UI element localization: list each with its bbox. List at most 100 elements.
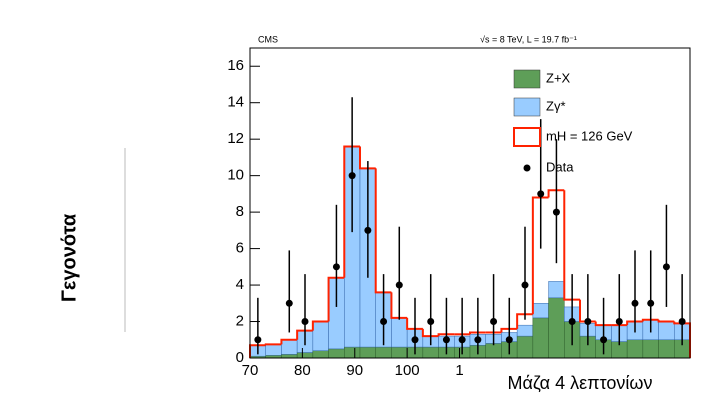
bar [281, 339, 298, 355]
signal-outline [359, 146, 376, 170]
data-point [380, 318, 388, 326]
x-axis-label: Μάζα 4 λεπτονίων [508, 373, 653, 393]
signal-outline [311, 320, 329, 331]
data-point [395, 281, 403, 289]
signal-outline [500, 327, 518, 333]
bar [516, 324, 534, 337]
signal-outline [547, 189, 565, 198]
y-tick-label: 6 [236, 240, 244, 257]
legend-swatch [513, 69, 541, 89]
signal-outline [343, 145, 360, 278]
y-tick-label: 8 [236, 203, 244, 220]
bar [359, 346, 376, 359]
signal-outline [264, 343, 282, 346]
data-point [631, 299, 639, 307]
bar [312, 350, 329, 359]
y-tick-label: 12 [227, 130, 244, 147]
bar [375, 346, 392, 359]
bar [485, 343, 502, 359]
data-point [678, 318, 686, 326]
y-axis-label: Γεγονότα [58, 213, 80, 302]
data-point [442, 336, 450, 344]
signal-outline [406, 317, 423, 330]
x-tick-label: 100 [395, 362, 420, 379]
signal-outline [390, 292, 408, 319]
signal-outline [469, 331, 486, 335]
data-point [364, 226, 372, 234]
data-point [615, 318, 623, 326]
bar [626, 339, 644, 359]
bar [642, 339, 659, 359]
data-point [568, 318, 576, 326]
legend-swatch [513, 97, 541, 117]
bar [658, 339, 675, 359]
y-tick-label: 14 [227, 94, 244, 111]
signal-outline [280, 338, 298, 345]
bar [281, 354, 298, 359]
signal-outline [531, 196, 549, 315]
data-point [348, 172, 356, 180]
data-point [647, 299, 655, 307]
signal-outline [563, 190, 580, 301]
data-point [254, 336, 262, 344]
signal-outline [296, 329, 313, 340]
data-point [427, 318, 435, 326]
plot-frame [249, 47, 691, 359]
data-point [285, 299, 293, 307]
data-point [332, 263, 340, 271]
bar [548, 281, 565, 299]
x-tick-label: 1 [455, 362, 463, 379]
signal-outline [327, 276, 345, 322]
energy-label: √s = 8 TeV, L = 19.7 fb⁻¹ [480, 34, 577, 44]
data-point [301, 318, 309, 326]
data-point [458, 336, 466, 344]
bar [265, 344, 282, 356]
bar [532, 303, 549, 319]
x-tick-label: 90 [346, 362, 363, 379]
bar [328, 348, 345, 359]
bar [296, 352, 314, 359]
legend-swatch [513, 127, 541, 147]
data-point [552, 208, 560, 216]
signal-outline [437, 333, 455, 337]
bar [391, 346, 408, 359]
bar [532, 317, 549, 359]
signal-outline [421, 328, 439, 338]
bar [344, 346, 361, 359]
legend-label: mH = 126 GeV [546, 128, 633, 143]
signal-outline [626, 320, 643, 326]
y-tick-label: 16 [227, 57, 244, 74]
legend-swatch [523, 164, 531, 172]
data-point [505, 336, 513, 344]
legend-label: Data [546, 159, 574, 174]
y-tick-label: 0 [236, 349, 244, 366]
data-point [600, 336, 608, 344]
legend-label: Zγ* [546, 98, 566, 113]
x-tick-label: 80 [294, 362, 311, 379]
data-point [411, 336, 419, 344]
signal-outline [516, 313, 533, 329]
bar [391, 317, 408, 348]
bar [658, 321, 675, 341]
signal-outline [657, 319, 675, 323]
signal-outline [641, 318, 659, 322]
bar [422, 346, 439, 359]
bar [516, 335, 534, 359]
data-point [584, 318, 592, 326]
y-tick-label: 2 [236, 312, 244, 329]
bar [548, 297, 565, 359]
data-point [537, 190, 545, 198]
signal-outline [594, 321, 612, 327]
y-tick-label: 4 [236, 276, 244, 293]
data-point [490, 318, 498, 326]
x-tick-label: 70 [242, 362, 259, 379]
legend-label: Z+X [546, 70, 571, 85]
data-point [662, 263, 670, 271]
bar [312, 321, 329, 351]
signal-outline [374, 168, 392, 294]
data-point [474, 336, 482, 344]
y-tick-label: 10 [227, 167, 244, 184]
data-point [521, 281, 529, 289]
experiment-label: CMS [258, 34, 278, 44]
